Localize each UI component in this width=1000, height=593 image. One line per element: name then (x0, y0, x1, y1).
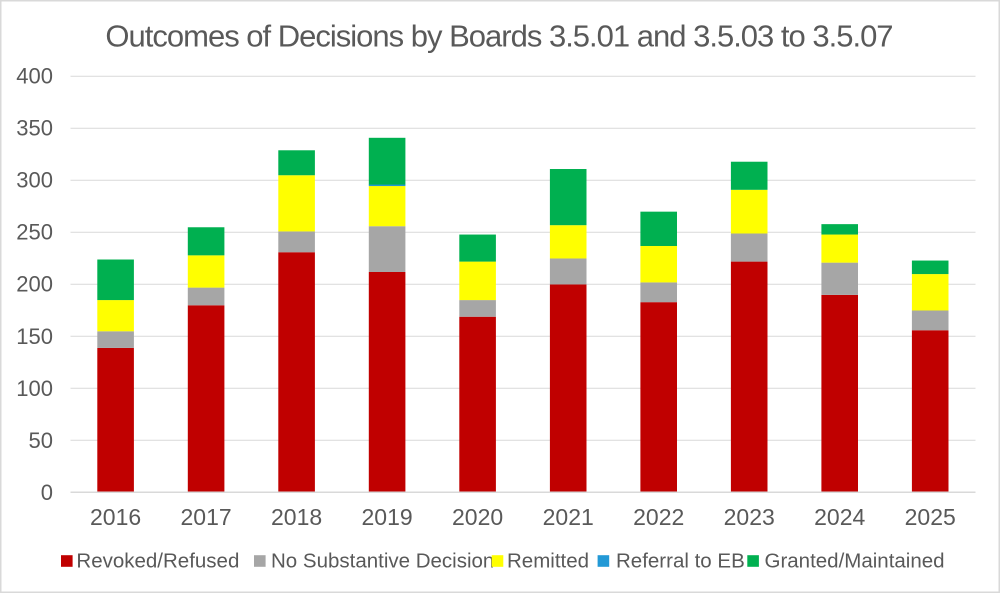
svg-text:350: 350 (16, 116, 53, 141)
svg-text:Referral to EB: Referral to EB (616, 550, 745, 573)
svg-text:Remitted: Remitted (507, 550, 589, 573)
svg-text:50: 50 (29, 428, 53, 453)
svg-text:2016: 2016 (90, 504, 141, 530)
svg-text:Revoked/Refused: Revoked/Refused (76, 550, 239, 573)
svg-text:Outcomes of Decisions by Board: Outcomes of Decisions by Boards 3.5.01 a… (105, 18, 892, 53)
svg-text:2020: 2020 (452, 504, 503, 530)
svg-text:2023: 2023 (724, 504, 775, 530)
svg-text:2017: 2017 (181, 504, 232, 530)
svg-text:100: 100 (16, 376, 53, 401)
svg-text:150: 150 (16, 324, 53, 349)
svg-text:250: 250 (16, 220, 53, 245)
svg-text:2018: 2018 (271, 504, 322, 530)
svg-text:No Substantive Decision: No Substantive Decision (271, 550, 494, 573)
svg-text:200: 200 (16, 272, 53, 297)
svg-text:300: 300 (16, 168, 53, 193)
svg-text:0: 0 (41, 480, 53, 505)
svg-text:2024: 2024 (814, 504, 865, 530)
svg-text:2019: 2019 (362, 504, 413, 530)
svg-text:Granted/Maintained: Granted/Maintained (765, 550, 945, 573)
svg-text:400: 400 (16, 64, 53, 89)
svg-text:2021: 2021 (543, 504, 594, 530)
svg-text:2022: 2022 (633, 504, 684, 530)
svg-text:2025: 2025 (905, 504, 956, 530)
